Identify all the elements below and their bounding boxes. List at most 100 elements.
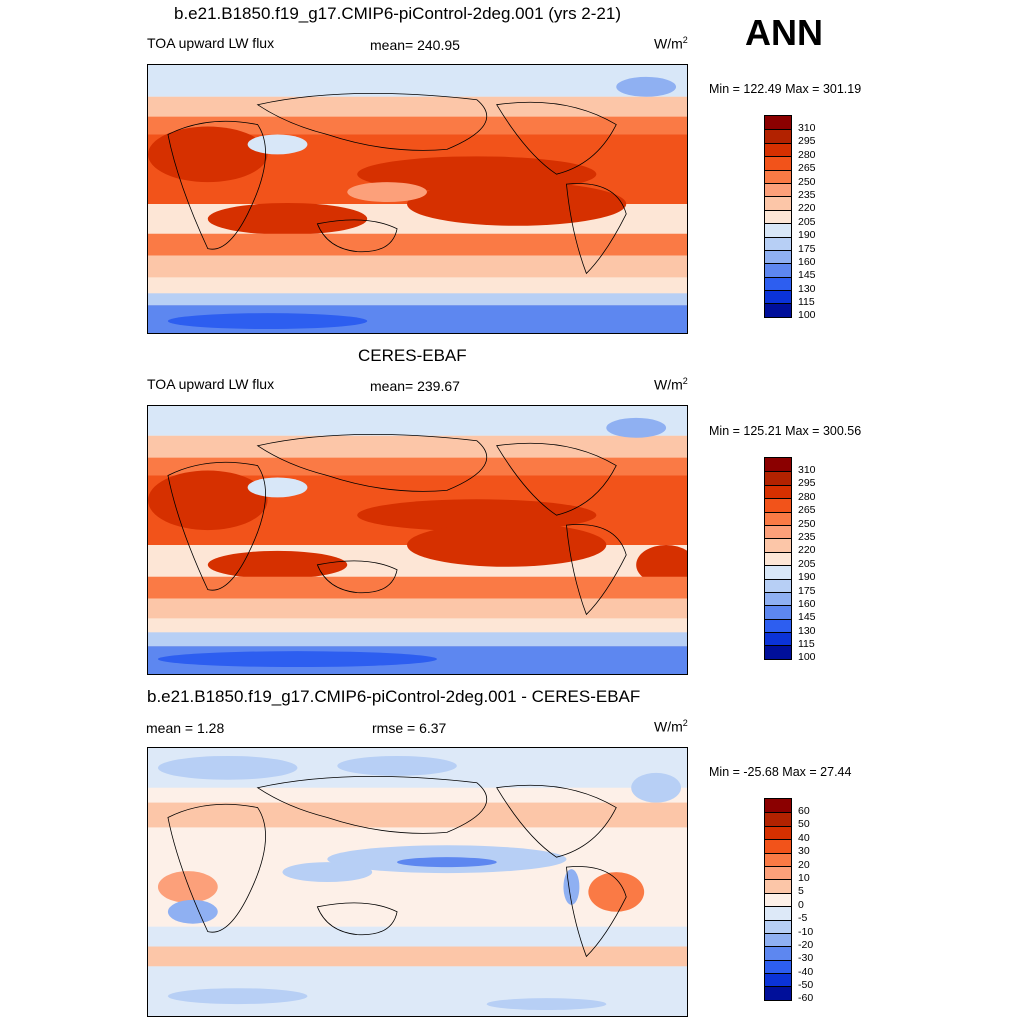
colorbar-tick-label: -20 <box>798 938 814 951</box>
colorbar-tick-label: 265 <box>798 162 816 175</box>
colorbar-tick-label: 295 <box>798 135 816 148</box>
panel2-colorbar-cell <box>765 605 791 619</box>
panel3-colorbar-cell <box>765 973 791 987</box>
panel1-mean-label: mean= 240.95 <box>370 37 460 53</box>
colorbar-tick-label: 250 <box>798 175 816 188</box>
panel2-map <box>147 405 688 675</box>
panel2-title: CERES-EBAF <box>358 346 467 365</box>
panel2-colorbar-cell <box>765 578 791 592</box>
panel3-colorbar-cell <box>765 932 791 947</box>
panel1-map <box>147 64 688 334</box>
panel3-colorbar-cell <box>765 892 791 907</box>
panel2-variable-label: TOA upward LW flux <box>147 376 275 392</box>
colorbar-tick-label: 280 <box>798 148 816 161</box>
panel3-rmse-label: rmse = 6.37 <box>372 720 447 736</box>
panel2-colorbar-cell <box>765 632 791 646</box>
panel1-colorbar-cell <box>765 156 791 170</box>
panel2-mean-label: mean= 239.67 <box>370 378 460 394</box>
colorbar-tick-label: 50 <box>798 818 810 831</box>
panel1-variable-label: TOA upward LW flux <box>147 35 275 51</box>
panel1-units: W/m2 <box>654 35 688 52</box>
panel1-colorbar-cell <box>765 236 791 250</box>
colorbar-tick-label: 220 <box>798 544 816 557</box>
panel3-colorbar-cell <box>765 986 791 1000</box>
colorbar-tick-label: 190 <box>798 229 816 242</box>
panel2-colorbar-cell <box>765 591 791 606</box>
colorbar-tick-label: 100 <box>798 309 816 322</box>
panel2-colorbar <box>764 457 792 660</box>
panel1-colorbar-cell <box>765 182 791 197</box>
panel1-colorbar-cell <box>765 209 791 224</box>
panel3-map <box>147 747 688 1017</box>
colorbar-tick-label: 310 <box>798 464 816 476</box>
panel1-colorbar-cell <box>765 142 791 157</box>
colorbar-tick-label: 130 <box>798 282 816 295</box>
panel1-colorbar-cell <box>765 116 791 130</box>
colorbar-tick-label: 265 <box>798 504 816 517</box>
panel3-mean-label: mean = 1.28 <box>146 720 225 736</box>
panel2-minmax: Min = 125.21 Max = 300.56 <box>709 424 862 438</box>
panel3-colorbar-cell <box>765 919 791 933</box>
panel3-colorbar-cell <box>765 865 791 880</box>
colorbar-tick-label: -5 <box>798 912 808 925</box>
colorbar-tick-label: 20 <box>798 858 810 871</box>
colorbar-tick-label: 250 <box>798 517 816 530</box>
season-label: ANN <box>745 12 823 53</box>
colorbar-tick-label: 235 <box>798 188 816 201</box>
colorbar-tick-label: 160 <box>798 597 816 610</box>
colorbar-tick-label: 60 <box>798 805 810 817</box>
panel3-colorbar-cell <box>765 959 791 974</box>
colorbar-tick-label: 205 <box>798 557 816 570</box>
panel2-colorbar-cell <box>765 618 791 633</box>
colorbar-tick-label: 30 <box>798 845 810 858</box>
panel3-colorbar-cell <box>765 879 791 893</box>
colorbar-tick-label: 130 <box>798 624 816 637</box>
colorbar-tick-label: 175 <box>798 584 816 597</box>
colorbar-tick-label: 175 <box>798 242 816 255</box>
colorbar-tick-label: 280 <box>798 490 816 503</box>
panel1-colorbar-cell <box>765 290 791 304</box>
panel1-colorbar-cell <box>765 276 791 291</box>
panel2-colorbar-cell <box>765 565 791 579</box>
panel2-colorbar-labels: 310 295 280 265 250 235 220 205 190 175 160 145 13… <box>798 464 816 665</box>
panel1-colorbar-cell <box>765 129 791 143</box>
panel1-colorbar-cell <box>765 249 791 264</box>
colorbar-tick-label: 0 <box>798 898 804 911</box>
colorbar-tick-label: -10 <box>798 925 814 938</box>
panel3-colorbar-cell <box>765 825 791 840</box>
panel3-colorbar <box>764 798 792 1001</box>
panel2-units: W/m2 <box>654 376 688 393</box>
colorbar-tick-label: 190 <box>798 571 816 584</box>
panel1-colorbar-cell <box>765 169 791 183</box>
colorbar-tick-label: 145 <box>798 611 816 624</box>
colorbar-tick-label: 100 <box>798 651 816 664</box>
panel2-colorbar-cell <box>765 551 791 566</box>
colorbar-tick-label: 145 <box>798 269 816 282</box>
panel3-colorbar-cell <box>765 799 791 813</box>
panel3-colorbar-cell <box>765 946 791 960</box>
panel3-colorbar-cell <box>765 852 791 866</box>
colorbar-tick-label: 115 <box>798 296 815 309</box>
panel1-colorbar-cell <box>765 223 791 237</box>
panel3-colorbar-cell <box>765 812 791 826</box>
colorbar-tick-label: 205 <box>798 215 816 228</box>
colorbar-tick-label: 10 <box>798 871 810 884</box>
panel2-colorbar-cell <box>765 484 791 499</box>
panel3-minmax: Min = -25.68 Max = 27.44 <box>709 765 852 779</box>
panel2-colorbar-cell <box>765 524 791 539</box>
panel1-colorbar <box>764 115 792 318</box>
colorbar-tick-label: 115 <box>798 638 815 651</box>
colorbar-tick-label: 40 <box>798 831 810 844</box>
colorbar-tick-label: 5 <box>798 885 804 898</box>
panel3-colorbar-labels: 60 50 40 30 20 10 5 0 -5 -10 -20 -30 -40 -50 -60 <box>798 805 813 1006</box>
panel1-title: b.e21.B1850.f19_g17.CMIP6-piControl-2deg… <box>174 4 621 23</box>
panel2-colorbar-cell <box>765 498 791 512</box>
panel2-colorbar-cell <box>765 511 791 525</box>
colorbar-tick-label: 235 <box>798 530 816 543</box>
panel1-colorbar-cell <box>765 303 791 317</box>
colorbar-tick-label: 310 <box>798 122 816 134</box>
panel2-colorbar-cell <box>765 645 791 659</box>
colorbar-tick-label: -50 <box>798 979 814 992</box>
colorbar-tick-label: -30 <box>798 952 814 965</box>
panel1-colorbar-cell <box>765 196 791 210</box>
